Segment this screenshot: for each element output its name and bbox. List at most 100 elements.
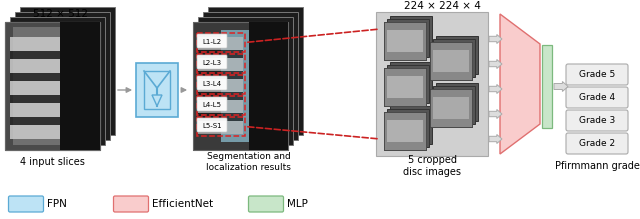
Text: 224 × 224 × 4: 224 × 224 × 4 (404, 1, 481, 11)
FancyBboxPatch shape (198, 113, 243, 121)
Polygon shape (152, 95, 162, 106)
Text: 5 cropped
disc images: 5 cropped disc images (403, 155, 461, 177)
FancyBboxPatch shape (566, 133, 628, 154)
FancyBboxPatch shape (430, 42, 472, 80)
FancyBboxPatch shape (198, 58, 243, 71)
FancyBboxPatch shape (193, 22, 288, 150)
FancyBboxPatch shape (15, 12, 110, 140)
Text: 512 × 512: 512 × 512 (33, 9, 88, 19)
FancyBboxPatch shape (384, 22, 426, 60)
FancyBboxPatch shape (203, 12, 298, 140)
FancyBboxPatch shape (384, 68, 426, 106)
FancyBboxPatch shape (197, 55, 227, 69)
FancyBboxPatch shape (10, 73, 60, 81)
FancyBboxPatch shape (387, 76, 423, 98)
FancyBboxPatch shape (60, 22, 100, 150)
FancyBboxPatch shape (198, 17, 293, 145)
Polygon shape (489, 35, 502, 44)
FancyBboxPatch shape (197, 118, 227, 132)
FancyBboxPatch shape (221, 30, 249, 142)
FancyBboxPatch shape (387, 109, 429, 147)
Text: Grade 5: Grade 5 (579, 70, 615, 79)
FancyBboxPatch shape (198, 37, 243, 50)
FancyBboxPatch shape (542, 45, 552, 128)
FancyBboxPatch shape (10, 95, 60, 103)
FancyBboxPatch shape (136, 63, 178, 117)
FancyBboxPatch shape (193, 22, 288, 150)
FancyBboxPatch shape (387, 65, 429, 103)
FancyBboxPatch shape (20, 7, 115, 135)
Text: L4-L5: L4-L5 (202, 102, 221, 108)
FancyBboxPatch shape (198, 100, 243, 113)
FancyBboxPatch shape (384, 68, 426, 106)
FancyBboxPatch shape (5, 22, 100, 150)
FancyBboxPatch shape (436, 83, 478, 121)
Text: Segmentation and
localization results: Segmentation and localization results (206, 152, 291, 172)
Text: 4 input slices: 4 input slices (20, 157, 85, 167)
Polygon shape (13, 27, 60, 145)
FancyBboxPatch shape (5, 22, 100, 150)
Text: Grade 2: Grade 2 (579, 139, 615, 148)
FancyBboxPatch shape (10, 37, 60, 51)
FancyBboxPatch shape (430, 89, 472, 127)
FancyBboxPatch shape (144, 71, 170, 109)
FancyBboxPatch shape (208, 7, 303, 135)
FancyBboxPatch shape (249, 22, 288, 150)
Text: L5-S1: L5-S1 (202, 123, 222, 129)
FancyBboxPatch shape (384, 112, 426, 150)
FancyBboxPatch shape (198, 92, 243, 100)
FancyBboxPatch shape (430, 42, 472, 80)
FancyBboxPatch shape (436, 36, 478, 74)
FancyBboxPatch shape (198, 50, 243, 58)
Text: Pfirmmann grade: Pfirmmann grade (555, 161, 639, 171)
FancyBboxPatch shape (376, 12, 488, 156)
FancyBboxPatch shape (197, 34, 227, 48)
FancyBboxPatch shape (433, 39, 475, 77)
FancyBboxPatch shape (384, 112, 426, 150)
Polygon shape (489, 60, 502, 69)
Text: Grade 3: Grade 3 (579, 116, 615, 125)
FancyBboxPatch shape (10, 81, 60, 95)
FancyBboxPatch shape (8, 196, 44, 212)
FancyBboxPatch shape (384, 22, 426, 60)
FancyBboxPatch shape (248, 196, 284, 212)
FancyBboxPatch shape (387, 19, 429, 57)
Text: L3-L4: L3-L4 (202, 81, 221, 87)
FancyBboxPatch shape (10, 117, 60, 125)
Text: FPN: FPN (47, 199, 67, 209)
Polygon shape (489, 110, 502, 118)
FancyBboxPatch shape (5, 22, 100, 150)
FancyBboxPatch shape (10, 125, 60, 139)
FancyBboxPatch shape (197, 76, 227, 90)
FancyBboxPatch shape (390, 62, 432, 100)
FancyBboxPatch shape (433, 86, 475, 124)
FancyBboxPatch shape (10, 59, 60, 73)
Text: L2-L3: L2-L3 (202, 60, 221, 66)
Text: Grade 4: Grade 4 (579, 93, 615, 102)
FancyBboxPatch shape (197, 97, 227, 111)
Polygon shape (554, 81, 568, 92)
Polygon shape (500, 14, 540, 154)
FancyBboxPatch shape (566, 87, 628, 108)
FancyBboxPatch shape (390, 16, 432, 54)
FancyBboxPatch shape (198, 71, 243, 79)
FancyBboxPatch shape (433, 50, 469, 72)
Polygon shape (489, 134, 502, 143)
FancyBboxPatch shape (387, 30, 423, 52)
FancyBboxPatch shape (566, 64, 628, 85)
FancyBboxPatch shape (10, 51, 60, 59)
FancyBboxPatch shape (430, 89, 472, 127)
FancyBboxPatch shape (10, 103, 60, 117)
FancyBboxPatch shape (113, 196, 148, 212)
Text: L1-L2: L1-L2 (202, 39, 221, 45)
FancyBboxPatch shape (198, 121, 243, 134)
FancyBboxPatch shape (10, 17, 105, 145)
Text: EfficientNet: EfficientNet (152, 199, 213, 209)
FancyBboxPatch shape (433, 97, 469, 119)
FancyBboxPatch shape (387, 120, 423, 142)
Polygon shape (489, 85, 502, 94)
FancyBboxPatch shape (390, 106, 432, 144)
Text: MLP: MLP (287, 199, 308, 209)
FancyBboxPatch shape (198, 79, 243, 92)
FancyBboxPatch shape (566, 110, 628, 131)
